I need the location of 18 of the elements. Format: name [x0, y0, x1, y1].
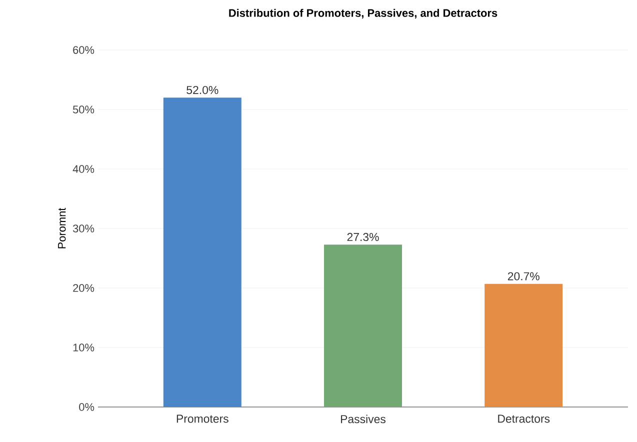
data-label: 27.3% [347, 232, 379, 242]
x-tick-label: Promoters [176, 414, 228, 423]
bar [484, 284, 563, 407]
x-tick-label: Passives [341, 414, 386, 424]
bar [163, 98, 242, 407]
data-label: 20.7% [508, 272, 540, 280]
y-tick-label: 50% [72, 106, 94, 114]
y-tick-label: 30% [72, 224, 94, 232]
y-tick-label: 10% [73, 344, 94, 352]
y-tick-label: 60% [73, 46, 94, 54]
y-tick-label: 0% [79, 403, 94, 411]
data-label: 52.0% [186, 86, 218, 94]
chart-title: Distribution of Promoters, Passives, and Detractors [229, 8, 498, 19]
y-tick-label: 40% [72, 165, 94, 173]
y-axis-title: Poromnt [58, 208, 66, 248]
bar [324, 244, 402, 407]
y-tick-label: 20% [73, 284, 94, 292]
x-tick-label: Detractors [498, 414, 550, 423]
